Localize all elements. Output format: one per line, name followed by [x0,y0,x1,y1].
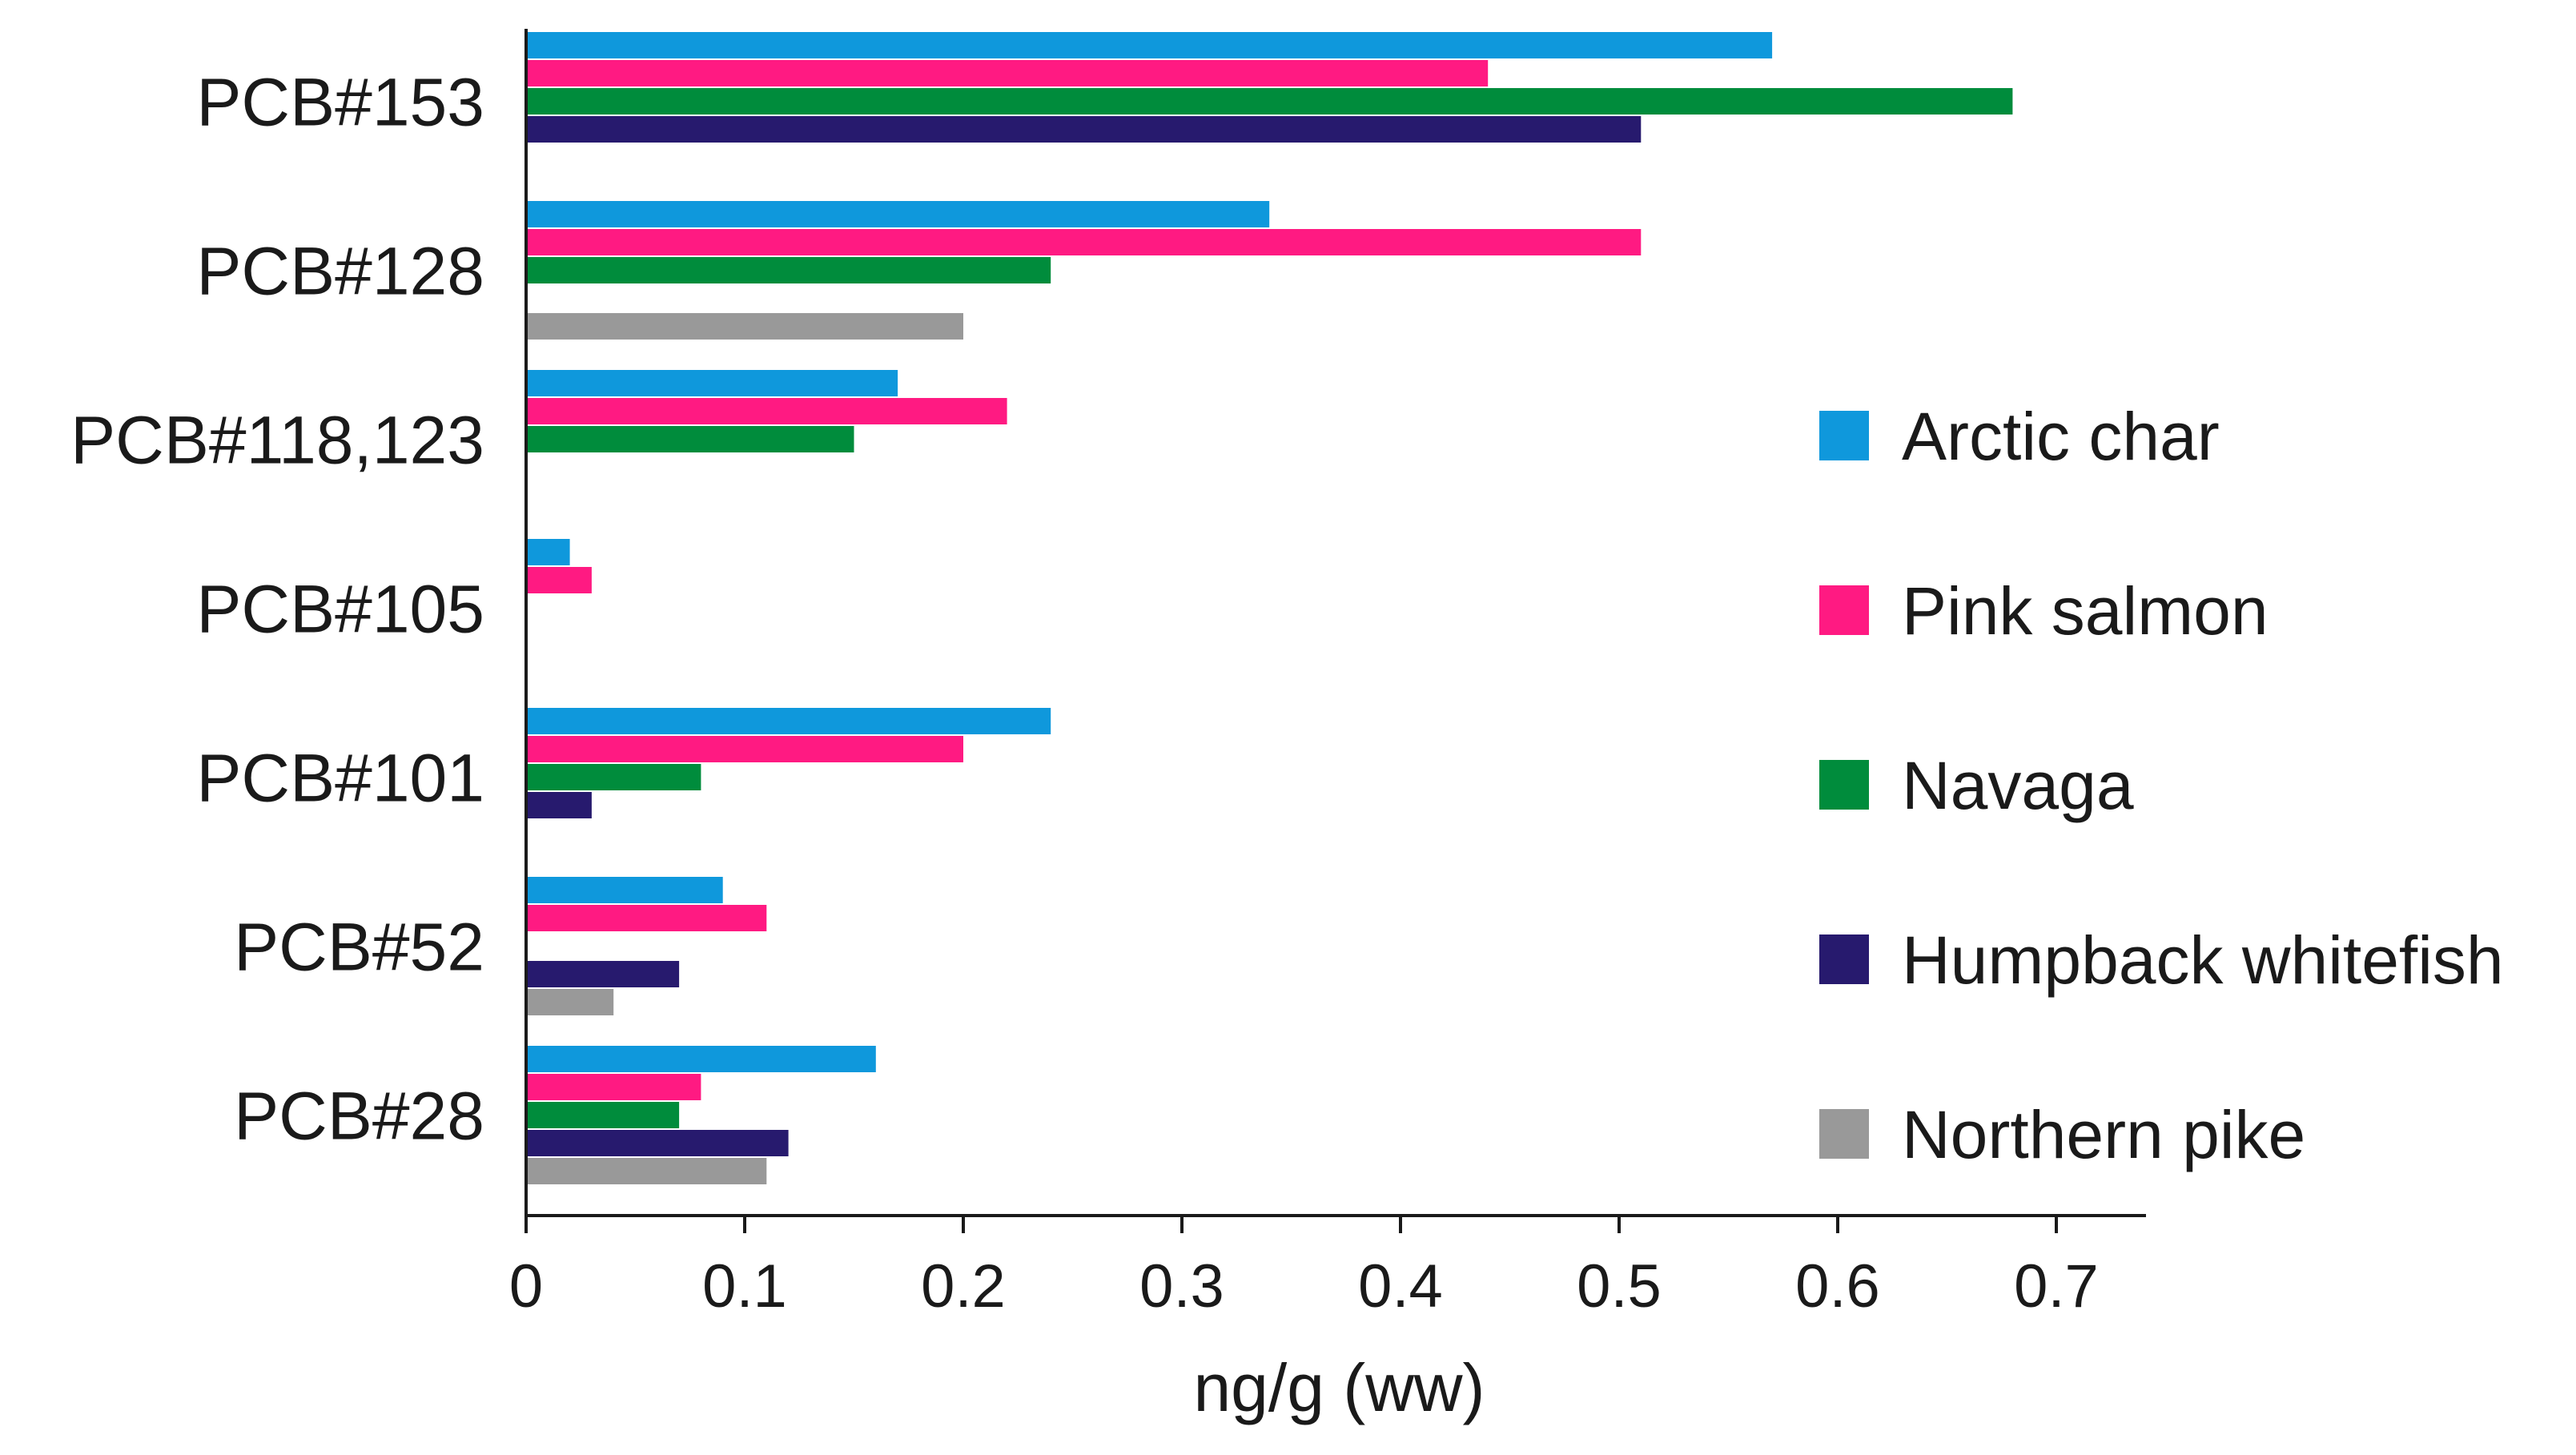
bar-pink-salmon-5 [526,736,963,762]
legend-label-navaga: Navaga [1902,748,2134,823]
legend-swatch-navaga [1819,760,1869,810]
bar-pink-salmon-7 [526,1074,701,1100]
category-label: PCB#105 [196,572,484,647]
bar-navaga-3 [526,426,854,452]
bar-arctic-char-7 [526,1046,876,1072]
bar-northern-pike-7 [526,1158,767,1184]
bar-northern-pike-2 [526,313,963,340]
category-label: PCB#153 [196,65,484,140]
category-label: PCB#28 [234,1079,484,1154]
bar-pink-salmon-3 [526,398,1007,424]
category-labels: PCB#153 PCB#128 PCB#118,123 PCB#105 PCB#101 P… [70,65,484,1154]
bar-pink-salmon-4 [526,567,592,593]
legend-label-arctic-char: Arctic char [1902,399,2220,474]
bar-navaga-7 [526,1102,680,1128]
legend-swatch-arctic-char [1819,411,1869,460]
legend: Arctic char Pink salmon Navaga Humpback whi… [1819,399,2504,1172]
x-tick-label: 0.6 [1795,1252,1880,1320]
bar-arctic-char-2 [526,201,1270,227]
x-tick-label: 0.3 [1139,1252,1224,1320]
x-tick-label: 0.4 [1358,1252,1443,1320]
legend-swatch-northern-pike [1819,1109,1869,1159]
category-label: PCB#52 [234,910,484,985]
bar-arctic-char-3 [526,370,898,396]
bar-humpback-whitefish-5 [526,792,592,818]
bar-navaga-2 [526,257,1051,283]
legend-swatch-humpback-whitefish [1819,934,1869,984]
bar-humpback-whitefish-1 [526,116,1642,143]
bar-pink-salmon-1 [526,60,1489,86]
bar-pink-salmon-6 [526,905,767,931]
x-tick-label: 0.7 [2014,1252,2099,1320]
bar-navaga-5 [526,764,701,790]
bar-navaga-1 [526,88,2013,115]
bar-arctic-char-4 [526,539,570,565]
bar-arctic-char-5 [526,708,1051,734]
bar-humpback-whitefish-7 [526,1130,789,1156]
bar-humpback-whitefish-6 [526,961,680,987]
category-label: PCB#128 [196,234,484,309]
bar-arctic-char-1 [526,32,1773,58]
bar-arctic-char-6 [526,877,723,903]
x-tick-label: 0.5 [1577,1252,1662,1320]
legend-label-humpback-whitefish: Humpback whitefish [1902,922,2504,998]
category-label: PCB#101 [196,741,484,816]
x-axis-title: ng/g (ww) [1193,1350,1485,1425]
x-tick-label: 0.1 [702,1252,787,1320]
bars-group [526,32,2013,1184]
x-axis-ticks: 0 0.1 0.2 0.3 0.4 0.5 0.6 0.7 [509,1216,2099,1320]
bar-pink-salmon-2 [526,229,1642,255]
bar-northern-pike-6 [526,989,614,1015]
x-tick-label: 0 [509,1252,543,1320]
legend-label-northern-pike: Northern pike [1902,1097,2305,1172]
legend-label-pink-salmon: Pink salmon [1902,573,2269,649]
x-tick-label: 0.2 [921,1252,1006,1320]
legend-swatch-pink-salmon [1819,585,1869,635]
category-label: PCB#118,123 [70,403,484,478]
